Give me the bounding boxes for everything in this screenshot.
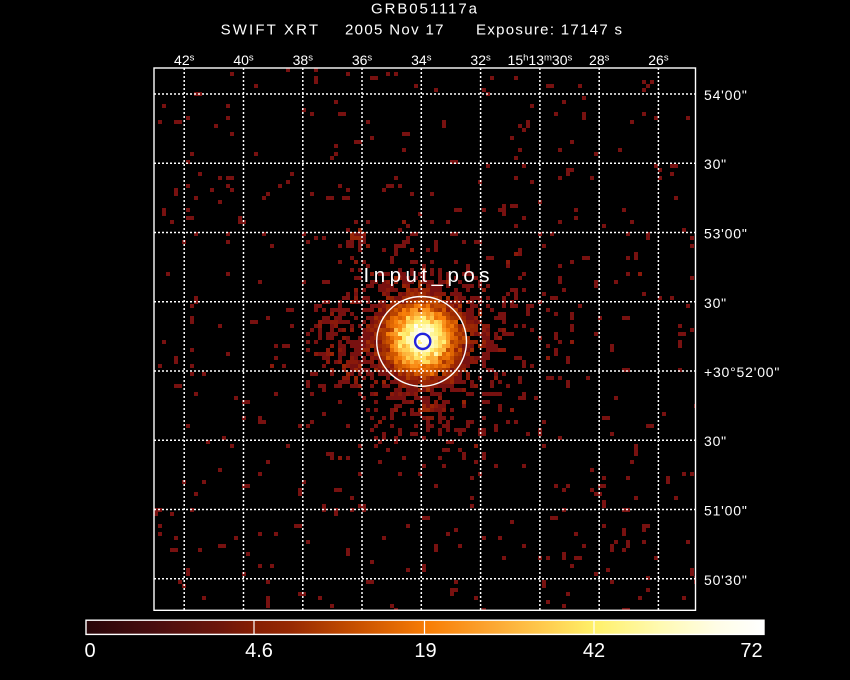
svg-text:28s: 28s <box>589 52 610 68</box>
svg-text:30": 30" <box>704 156 727 172</box>
svg-text:32s: 32s <box>470 52 491 68</box>
svg-text:38s: 38s <box>293 52 314 68</box>
svg-text:30": 30" <box>704 433 727 449</box>
svg-text:Input_pos: Input_pos <box>364 264 490 287</box>
svg-text:72: 72 <box>740 640 762 662</box>
svg-text:19: 19 <box>414 640 436 662</box>
svg-text:51'00": 51'00" <box>704 503 748 519</box>
svg-text:30": 30" <box>704 295 727 311</box>
svg-text:SWIFT XRT: SWIFT XRT <box>221 22 318 39</box>
svg-text:GRB051117a: GRB051117a <box>371 1 478 18</box>
svg-text:2005 Nov 17: 2005 Nov 17 <box>345 22 444 39</box>
svg-text:+30°52'00": +30°52'00" <box>704 364 780 380</box>
svg-text:36s: 36s <box>352 52 373 68</box>
svg-text:15h13m30s: 15h13m30s <box>508 52 573 68</box>
svg-text:4.6: 4.6 <box>245 640 273 662</box>
svg-text:50'30": 50'30" <box>704 572 748 588</box>
svg-text:0: 0 <box>84 640 95 662</box>
svg-text:53'00": 53'00" <box>704 226 748 242</box>
svg-text:42: 42 <box>583 640 605 662</box>
svg-text:54'00": 54'00" <box>704 87 748 103</box>
svg-text:Exposure: 17147 s: Exposure: 17147 s <box>476 22 622 39</box>
svg-text:42s: 42s <box>174 52 195 68</box>
svg-text:40s: 40s <box>233 52 254 68</box>
svg-text:26s: 26s <box>648 52 669 68</box>
svg-text:34s: 34s <box>411 52 432 68</box>
